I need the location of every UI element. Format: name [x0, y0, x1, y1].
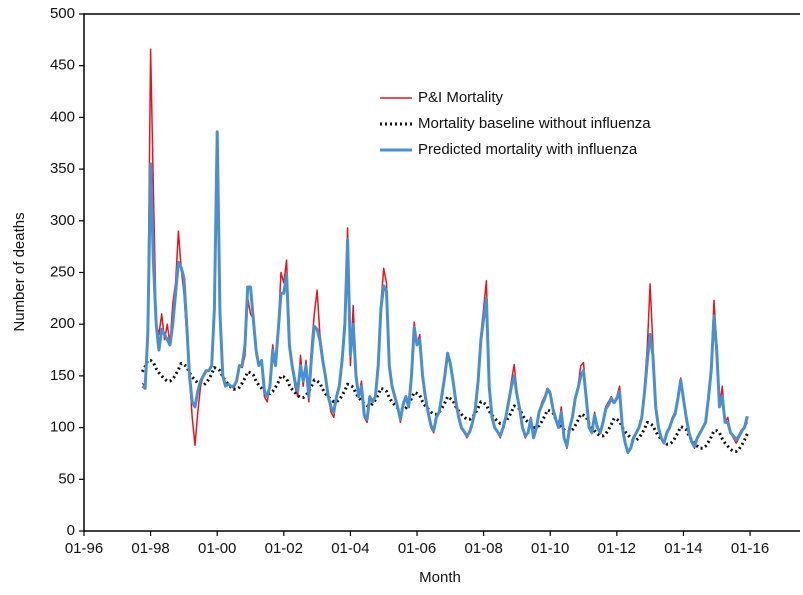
series-line: [141, 130, 749, 454]
y-tick-label: 150: [50, 367, 75, 384]
x-tick-label: 01-04: [331, 540, 369, 557]
legend-label: Mortality baseline without influenza: [418, 115, 651, 132]
y-tick-label: 300: [50, 212, 75, 229]
y-tick-label: 200: [50, 315, 75, 332]
x-axis-label: Month: [419, 569, 461, 586]
y-tick-label: 50: [58, 470, 75, 487]
x-tick-label: 01-96: [65, 540, 103, 557]
y-tick-label: 500: [50, 5, 75, 22]
x-tick-label: 01-08: [464, 540, 502, 557]
x-tick-label: 01-98: [131, 540, 169, 557]
series-line: [141, 48, 748, 455]
x-tick-label: 01-16: [731, 540, 769, 557]
y-tick-label: 0: [67, 522, 75, 539]
y-tick-label: 250: [50, 263, 75, 280]
x-tick-label: 01-12: [598, 540, 636, 557]
y-tick-label: 350: [50, 160, 75, 177]
y-tick-label: 100: [50, 419, 75, 436]
y-tick-label: 400: [50, 108, 75, 125]
x-tick-label: 01-14: [664, 540, 702, 557]
legend-label: P&I Mortality: [418, 89, 504, 106]
y-axis-label: Number of deaths: [11, 212, 28, 331]
x-tick-label: 01-00: [198, 540, 236, 557]
legend-label: Predicted mortality with influenza: [418, 141, 638, 158]
y-tick-label: 450: [50, 57, 75, 74]
x-tick-label: 01-02: [265, 540, 303, 557]
x-tick-label: 01-10: [531, 540, 569, 557]
series-line: [140, 358, 749, 453]
x-tick-label: 01-06: [398, 540, 436, 557]
